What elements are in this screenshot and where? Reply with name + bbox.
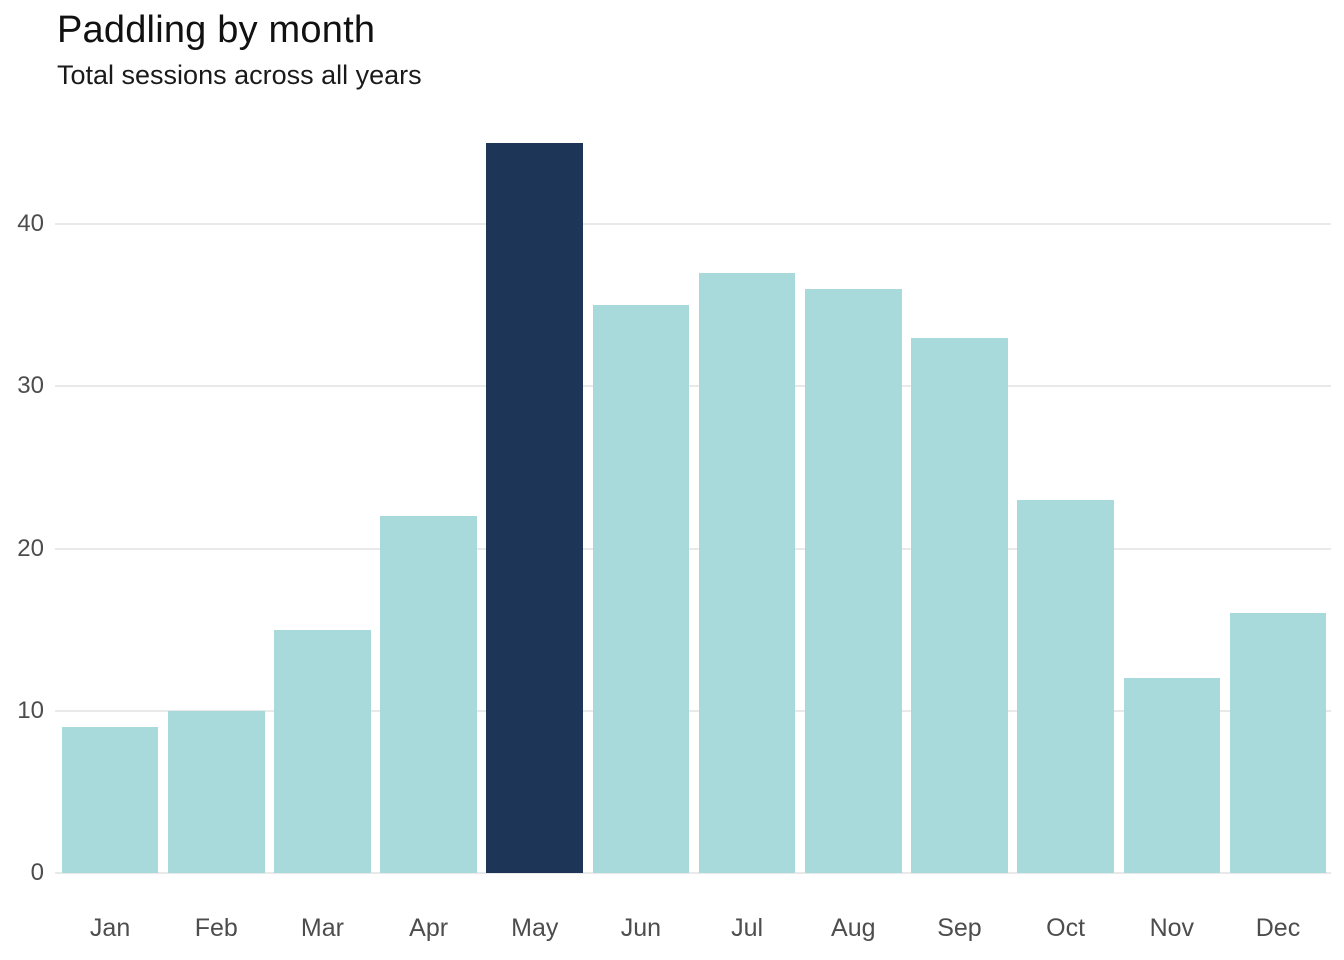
bar-dec (1229, 613, 1327, 873)
bar-slot-mar (269, 120, 375, 873)
bar-slot-nov (1119, 120, 1225, 873)
bar-slot-jun (588, 120, 694, 873)
bar-slot-aug (800, 120, 906, 873)
bar-mar (274, 629, 371, 873)
bar-slot-may (482, 120, 588, 873)
x-tick-label-sep: Sep (937, 914, 982, 942)
bar-jun (592, 305, 690, 873)
bar-jul (698, 272, 796, 873)
y-tick-label-10: 10 (17, 696, 44, 724)
x-tick-label-feb: Feb (194, 914, 238, 942)
bar-slot-dec (1225, 120, 1331, 873)
chart-header: Paddling by month Total sessions across … (57, 8, 422, 91)
bar-nov (1123, 678, 1221, 873)
bar-slot-feb (163, 120, 269, 873)
x-tick-label-mar: Mar (300, 914, 344, 942)
chart-subtitle: Total sessions across all years (57, 59, 422, 90)
gridline-10 (55, 709, 1331, 712)
bar-group (57, 120, 1331, 873)
bar-jan (61, 727, 159, 873)
x-tick-label-dec: Dec (1255, 914, 1301, 942)
bar-slot-oct (1013, 120, 1119, 873)
x-tick-label-jul: Jul (731, 914, 764, 942)
y-tick-label-30: 30 (17, 372, 44, 400)
bar-slot-sep (906, 120, 1012, 873)
bar-sep (911, 337, 1008, 873)
plot-area: 0 10 20 30 40 (17, 120, 1331, 885)
gridline-0 (55, 872, 1331, 874)
bar-aug (804, 289, 902, 873)
bar-oct (1017, 499, 1114, 873)
bar-slot-jan (57, 120, 163, 873)
bar-slot-apr (376, 120, 482, 873)
y-tick-label-20: 20 (17, 534, 44, 562)
x-tick-label-may: May (511, 914, 559, 942)
y-tick-label-40: 40 (17, 210, 44, 238)
x-tick-label-apr: Apr (409, 914, 449, 942)
x-tick-label-oct: Oct (1046, 914, 1086, 942)
gridline-20 (55, 547, 1331, 550)
x-tick-label-aug: Aug (831, 914, 876, 942)
gridline-40 (55, 223, 1331, 226)
bar-may (486, 143, 584, 873)
gridline-30 (55, 385, 1331, 388)
x-tick-label-jun: Jun (620, 914, 662, 942)
x-tick-label-nov: Nov (1149, 914, 1195, 942)
bar-feb (167, 710, 265, 873)
bar-slot-jul (694, 120, 800, 873)
bar-apr (380, 516, 477, 873)
y-tick-label-0: 0 (30, 859, 44, 886)
x-tick-label-jan: Jan (89, 914, 131, 942)
x-axis: Jan Feb Mar Apr May Jun Jul Aug Sep Oct Nov Dec (57, 908, 1331, 948)
chart-title: Paddling by month (57, 9, 376, 51)
